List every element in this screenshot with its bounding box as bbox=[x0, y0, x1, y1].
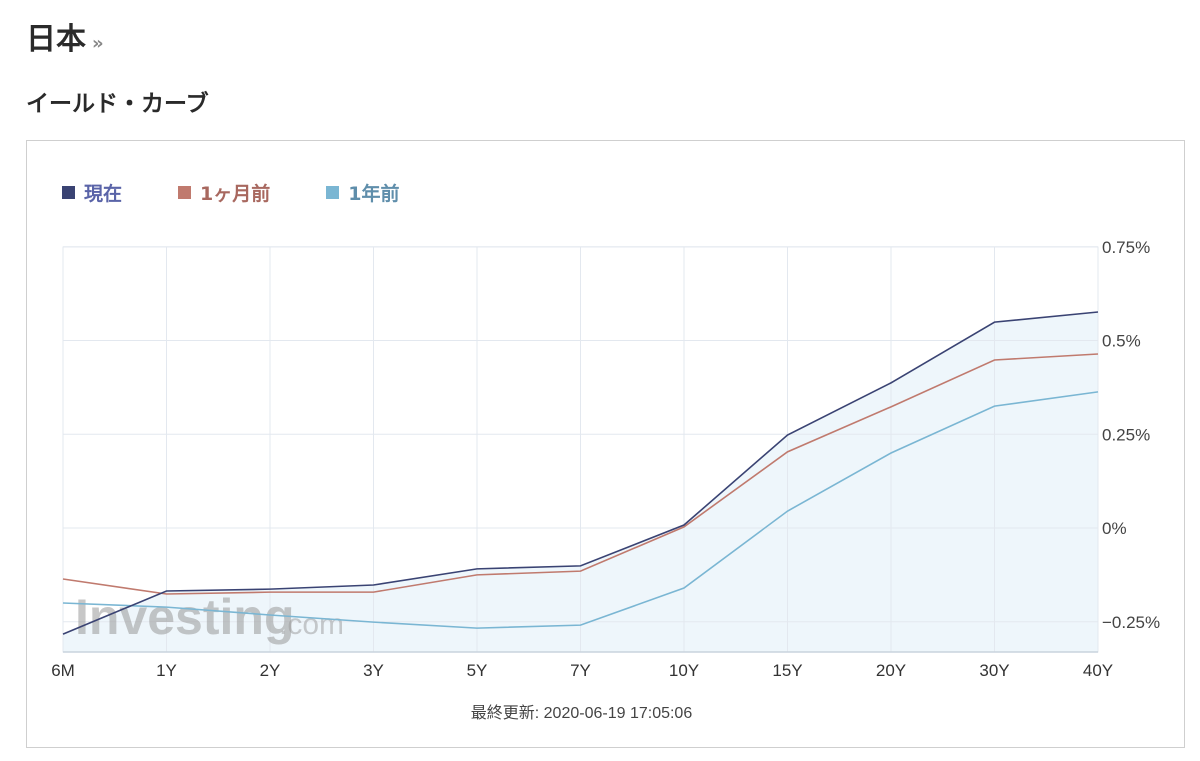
y-tick-label: 0% bbox=[1102, 519, 1127, 538]
legend-item-0[interactable]: 現在 bbox=[62, 179, 122, 206]
legend-label: 1年前 bbox=[348, 183, 400, 205]
legend-label: 1ヶ月前 bbox=[200, 183, 271, 205]
x-tick-label: 10Y bbox=[669, 661, 699, 680]
legend-swatch-icon bbox=[178, 186, 192, 199]
x-tick-label: 6M bbox=[51, 661, 75, 680]
x-tick-label: 1Y bbox=[156, 661, 177, 680]
y-tick-label: 0.25% bbox=[1102, 425, 1150, 444]
last-updated-text: 最終更新: 2020-06-19 17:05:06 bbox=[470, 705, 693, 722]
y-tick-label: 0.75% bbox=[1102, 238, 1150, 257]
legend-item-1[interactable]: 1ヶ月前 bbox=[178, 179, 270, 206]
series-line bbox=[62, 391, 1099, 629]
legend-swatch-icon bbox=[326, 186, 340, 199]
x-tick-label: 20Y bbox=[876, 661, 906, 680]
x-tick-label: 3Y bbox=[363, 661, 384, 680]
x-tick-label: 30Y bbox=[979, 661, 1009, 680]
watermark-suffix: .com bbox=[279, 608, 344, 641]
x-tick-label: 7Y bbox=[570, 661, 591, 680]
legend-item-2[interactable]: 1年前 bbox=[326, 179, 399, 206]
section-title: イールド・カーブ bbox=[26, 91, 209, 117]
chart-legend: 現在 1ヶ月前 1年前 bbox=[62, 179, 455, 206]
country-name[interactable]: 日本 bbox=[26, 22, 86, 57]
legend-label: 現在 bbox=[84, 183, 123, 205]
series-line bbox=[62, 353, 1099, 595]
yield-curve-chart: 現在 1ヶ月前 1年前 0.75% 0.5% 0.25% 0% −0.25% 6M 1Y 2Y 3Y… bbox=[26, 140, 1185, 748]
y-tick-label: −0.25% bbox=[1102, 613, 1160, 632]
area-fill bbox=[63, 312, 1098, 652]
x-tick-label: 40Y bbox=[1083, 661, 1113, 680]
y-tick-label: 0.5% bbox=[1102, 332, 1141, 351]
series-line bbox=[62, 311, 1099, 635]
x-tick-label: 5Y bbox=[467, 661, 488, 680]
double-chevron-right-icon[interactable]: » bbox=[92, 33, 104, 54]
legend-swatch-icon bbox=[62, 186, 75, 199]
chart-plot-area: 0.75% 0.5% 0.25% 0% −0.25% 6M 1Y 2Y 3Y 5Y 7Y 10Y 15Y… bbox=[51, 238, 1160, 680]
watermark-logo: Investing bbox=[75, 589, 294, 645]
x-tick-label: 15Y bbox=[772, 661, 802, 680]
country-title[interactable]: 日本 » bbox=[26, 14, 104, 58]
x-tick-label: 2Y bbox=[260, 661, 281, 680]
